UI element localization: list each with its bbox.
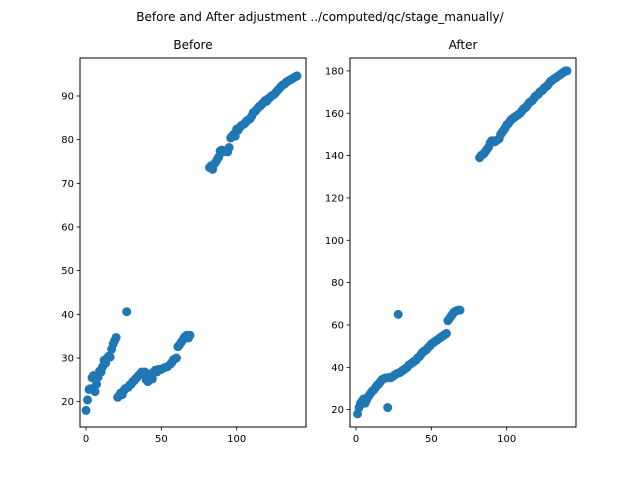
before-subplot: Before 0 50 100 20 30 40 50 60 70 80 90 — [61, 38, 307, 445]
after-subplot: After 0 50 100 20 40 60 80 100 120 140 160 180 — [325, 38, 577, 445]
after-y-tick-label: 100 — [325, 236, 344, 247]
before-y-tick-label: 20 — [61, 397, 74, 408]
after-y-tick-label: 120 — [325, 193, 344, 204]
before-y-tick-label: 30 — [61, 354, 74, 365]
before-scatter-point — [105, 352, 115, 362]
after-axis-ticks: 0 50 100 20 40 60 80 100 120 140 160 180 — [325, 66, 516, 445]
before-y-tick-label: 70 — [61, 179, 74, 190]
after-y-tick-label: 80 — [331, 278, 344, 289]
before-scatter-point — [292, 71, 302, 81]
before-x-tick-label: 50 — [155, 434, 168, 445]
before-y-tick-label: 40 — [61, 310, 74, 321]
after-y-tick-label: 40 — [331, 363, 344, 374]
before-axis-ticks: 0 50 100 20 30 40 50 60 70 80 90 — [61, 91, 246, 445]
before-scatter-point — [81, 405, 91, 415]
figure-suptitle: Before and After adjustment ../computed/… — [136, 10, 504, 24]
after-axes-frame — [349, 57, 577, 428]
after-x-tick-label: 50 — [425, 434, 438, 445]
after-scatter-point — [455, 305, 465, 315]
before-scatter-point — [185, 330, 195, 340]
after-y-tick-label: 140 — [325, 151, 344, 162]
before-scatter-point — [171, 353, 181, 363]
before-scatter-point — [147, 374, 157, 384]
after-subplot-title: After — [449, 38, 478, 52]
after-y-tick-label: 160 — [325, 109, 344, 120]
before-y-tick-label: 90 — [61, 91, 74, 102]
after-x-tick-label: 0 — [353, 434, 359, 445]
after-scatter-points — [353, 66, 572, 419]
before-scatter-point — [111, 332, 121, 342]
after-y-tick-label: 60 — [331, 320, 344, 331]
before-scatter-points — [81, 71, 302, 415]
before-x-tick-label: 100 — [227, 434, 246, 445]
after-scatter-point — [441, 328, 451, 338]
after-x-tick-label: 100 — [497, 434, 516, 445]
before-axes-frame — [79, 57, 307, 428]
before-scatter-point — [224, 143, 234, 153]
after-scatter-point — [562, 66, 572, 76]
before-y-tick-label: 80 — [61, 135, 74, 146]
before-scatter-point — [92, 379, 102, 389]
before-x-tick-label: 0 — [83, 434, 89, 445]
before-scatter-point — [83, 395, 93, 405]
after-scatter-point — [383, 403, 393, 413]
before-y-tick-label: 50 — [61, 266, 74, 277]
before-scatter-point — [90, 387, 100, 397]
before-scatter-point — [122, 307, 132, 317]
after-y-tick-label: 20 — [331, 405, 344, 416]
before-y-tick-label: 60 — [61, 222, 74, 233]
before-subplot-title: Before — [173, 38, 212, 52]
after-y-tick-label: 180 — [325, 66, 344, 77]
after-scatter-point — [393, 309, 403, 319]
